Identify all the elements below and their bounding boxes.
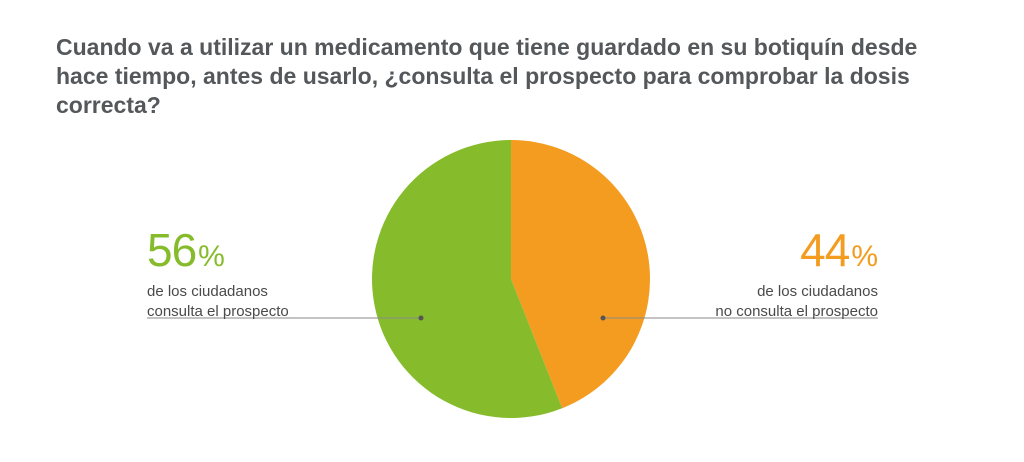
- callout-no-consulta-percent-sign: %: [851, 240, 878, 273]
- title-line-3: correcta?: [56, 92, 161, 118]
- callout-no-consulta-desc-2: no consulta el prospecto: [715, 303, 878, 320]
- chart-title: Cuando va a utilizar un medicamento que …: [56, 33, 986, 120]
- callout-consulta-desc-1: de los ciudadanos: [147, 283, 268, 300]
- callout-no-consulta: 44% de los ciudadanos no consulta el pro…: [715, 227, 878, 322]
- callout-no-consulta-number: 44: [800, 224, 850, 276]
- callout-leaders: [147, 315, 878, 321]
- callout-consulta-desc-2: consulta el prospecto: [147, 303, 289, 320]
- title-line-1: Cuando va a utilizar un medicamento que …: [56, 34, 918, 60]
- pie-slice-no-consulta: [511, 140, 650, 409]
- callout-consulta-number: 56: [147, 224, 197, 276]
- pie-slices: [372, 140, 650, 418]
- callout-no-consulta-percent: 44%: [715, 227, 878, 280]
- title-line-2: hace tiempo, antes de usarlo, ¿consulta …: [56, 63, 910, 89]
- leader-line-no-consulta-dot: [600, 315, 606, 321]
- callout-no-consulta-desc-1: de los ciudadanos: [757, 283, 878, 300]
- callout-consulta-percent-sign: %: [198, 240, 225, 273]
- pie-slice-consulta: [372, 140, 563, 418]
- leader-line-consulta-dot: [418, 315, 424, 321]
- callout-consulta: 56% de los ciudadanos consulta el prospe…: [147, 227, 289, 322]
- callout-consulta-percent: 56%: [147, 227, 289, 280]
